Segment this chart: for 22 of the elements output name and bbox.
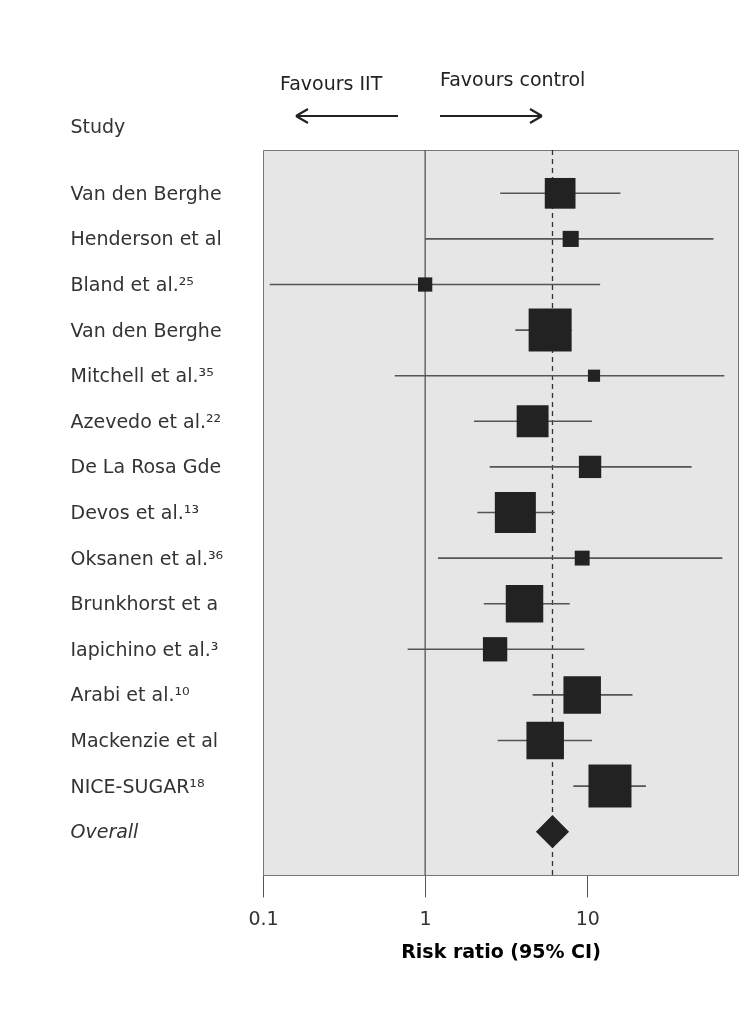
y-tick-label: Devos et al.¹³ (70, 501, 200, 523)
y-tick-label: Brunkhorst et a (70, 592, 219, 615)
y-tick-label: De La Rosa Gde (70, 455, 222, 478)
y-tick-label: Iapichino et al.³ (70, 637, 219, 660)
x-tick-label: 1 (419, 906, 432, 929)
x-tick-label: 10 (575, 906, 600, 929)
y-axis-title: Study (70, 114, 126, 137)
y-tick-label: Oksanen et al.³⁶ (70, 546, 224, 569)
y-tick-label: Van den Berghe (70, 318, 222, 341)
y-tick-label: Bland et al.²⁵ (70, 273, 194, 296)
y-tick-label: Mitchell et al.³⁵ (70, 364, 214, 387)
x-axis-title: Risk ratio (95% CI) (401, 939, 601, 962)
y-tick-label: Arabi et al.¹⁰ (70, 683, 190, 706)
x-tick-label: 0.1 (248, 906, 279, 929)
text: Favours control (440, 68, 586, 90)
y-tick-label: Henderson et al (70, 227, 222, 250)
y-tick-label: Overall (70, 820, 140, 843)
y-tick-label: NICE-SUGAR¹⁸ (70, 774, 205, 797)
y-tick-label: Azevedo et al.²² (70, 409, 222, 432)
y-tick-label: Van den Berghe (70, 181, 222, 204)
text: Favours IIT (280, 72, 383, 94)
y-tick-label: Mackenzie et al (70, 728, 219, 751)
